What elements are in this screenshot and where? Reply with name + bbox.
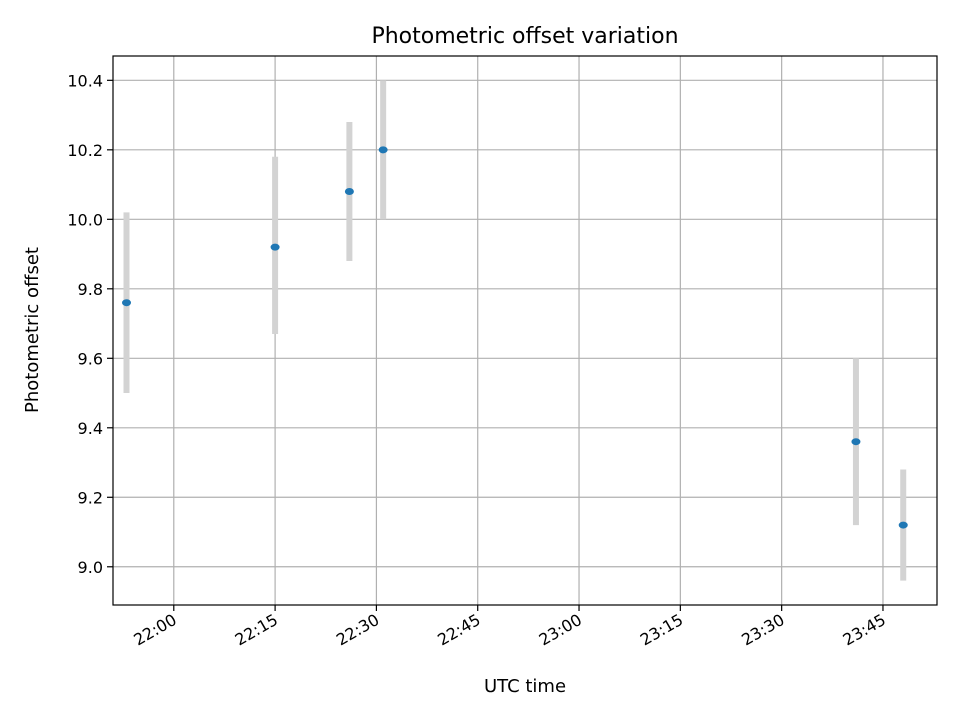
x-tick-label: 23:15: [637, 610, 686, 650]
error-bars: [123, 80, 907, 581]
data-point: [378, 146, 388, 154]
grid: [113, 56, 937, 605]
data-point: [851, 438, 861, 446]
data-point: [344, 188, 354, 196]
chart-title: Photometric offset variation: [371, 24, 678, 49]
y-tick-label: 9.0: [78, 558, 103, 577]
y-axis-label: Photometric offset: [22, 247, 43, 413]
x-axis-label: UTC time: [484, 676, 566, 697]
data-point: [122, 299, 132, 307]
x-tick-label: 22:45: [434, 610, 483, 650]
x-tick-label: 22:15: [232, 610, 281, 650]
y-tick-label: 9.8: [78, 280, 103, 299]
y-tick-label: 10.2: [67, 141, 103, 160]
y-tick-label: 10.4: [67, 71, 103, 90]
data-point: [270, 243, 280, 251]
x-tick-label: 23:00: [536, 610, 585, 650]
y-tick-label: 9.6: [78, 349, 103, 368]
x-tick-label: 22:00: [130, 610, 179, 650]
x-tick-label: 22:30: [333, 610, 382, 650]
y-tick-label: 9.2: [78, 488, 103, 507]
y-axis: 9.0 9.2 9.4 9.6 9.8 10.0 10.2 10.4: [67, 71, 113, 577]
data-point: [898, 521, 908, 529]
data-points: [122, 146, 908, 529]
y-tick-label: 9.4: [78, 419, 103, 438]
y-tick-label: 10.0: [67, 210, 103, 229]
x-tick-label: 23:30: [738, 610, 787, 650]
plot-frame: [112, 55, 938, 606]
x-tick-label: 23:45: [840, 610, 889, 650]
x-axis: 22:00 22:15 22:30 22:45 23:00 23:15 23:30 23:45: [130, 605, 889, 650]
